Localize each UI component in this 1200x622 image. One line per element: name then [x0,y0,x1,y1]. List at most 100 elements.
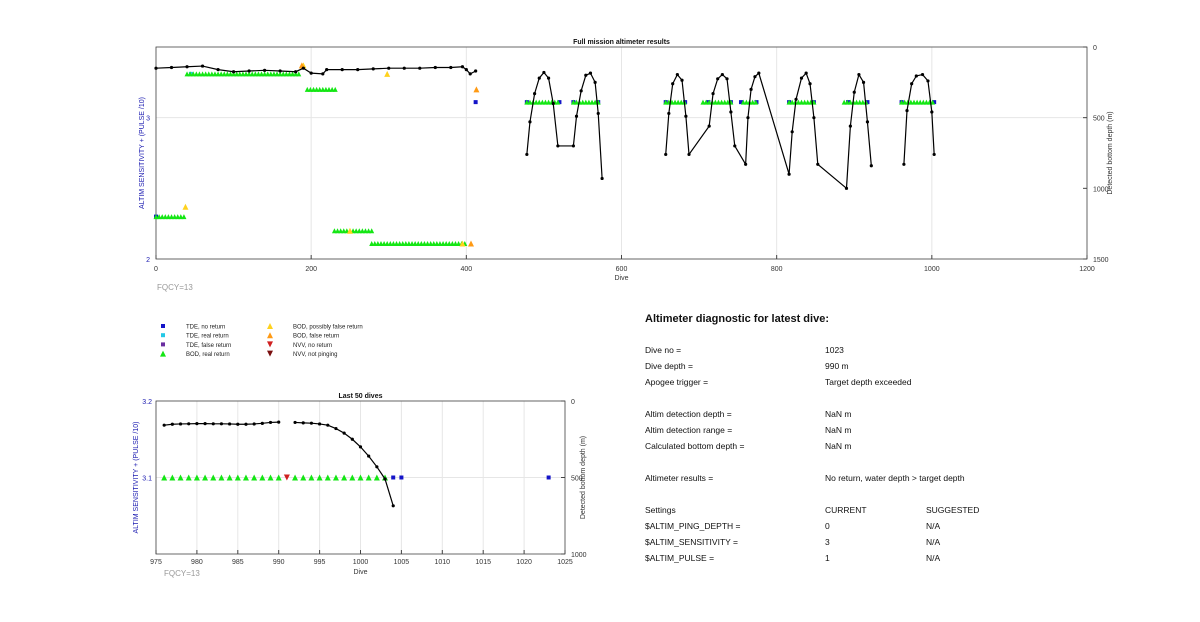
depth-point [546,76,551,80]
depth-point [680,78,684,82]
depth-point [852,90,856,94]
depth-point [865,120,870,124]
tde_no-marker [473,100,478,105]
bod-real-marker [185,474,192,481]
legend-label: BOD, real return [186,352,230,358]
x-tick-label: 985 [232,559,244,566]
depth-point [720,72,724,77]
depth-point [178,422,183,426]
diagnostic-cell: N/A [926,537,941,547]
diagnostic-cell: NaN m [825,425,852,435]
depth-point [684,114,688,118]
depth-point [588,71,593,75]
bod-real-marker [316,474,323,481]
legend-square-marker [161,324,165,328]
depth-point [375,465,379,469]
depth-point [231,70,236,74]
depth-point [464,68,468,72]
x-axis-label: Dive [353,569,367,576]
depth-point [154,66,158,70]
diagnostic-row [645,457,1065,473]
bod-real-marker [292,474,299,481]
depth-point [667,111,671,116]
tde-no-return-marker [399,475,404,480]
y-right-tick-label: 500 [1093,116,1105,123]
depth-point [474,69,478,73]
tde_no-marker [738,100,743,105]
legend-label: TDE, false return [186,343,231,349]
legend-label: BOD, false return [293,334,339,340]
x-tick-label: 990 [273,559,285,566]
depth-point [914,74,918,78]
y-left-axis-label: ALTIM SENSITIVITY + (PULSE /10) [139,97,146,209]
depth-point [556,144,560,148]
bod-real-marker [251,474,258,481]
diagnostic-cell: $ALTIM_PING_DEPTH = [645,521,741,531]
legend-label: NVV, not pinging [293,352,337,358]
depth-point [746,116,750,120]
nvv-no-return-marker [283,474,290,481]
tde_no-marker [932,100,937,105]
bod-real-marker [296,71,302,77]
legend-triangle-marker [267,332,273,339]
depth-profile-line [295,421,394,506]
y-right-axis-label: Detected bottom depth (m) [580,436,587,519]
depth-point [326,423,330,427]
depth-point [195,422,199,426]
depth-point [664,152,668,157]
depth-point [930,110,934,114]
diagnostic-row: Dive depth = 990 m [645,361,1065,377]
depth-point [340,68,344,72]
depth-point [162,423,166,427]
depth-point [799,76,804,80]
depth-point [537,76,541,80]
depth-point [371,67,375,71]
legend-label: TDE, real return [186,334,229,340]
depth-point [926,79,930,83]
legend-square-marker [161,342,165,347]
x-tick-label: 1005 [394,559,410,566]
depth-point [757,71,761,75]
settings-row: $ALTIM_PING_DEPTH = 0 N/A [645,521,1065,537]
depth-point [334,426,338,431]
diagnostic-cell: No return, water depth > target depth [825,473,965,483]
y-left-tick-label: 2 [146,257,150,264]
bod-real-marker [218,474,225,481]
depth-point [325,68,329,72]
x-tick-label: 1020 [516,559,532,566]
bod-real-marker [226,474,233,481]
x-tick-label: 980 [191,559,203,566]
diagnostic-cell: Settings [645,505,676,515]
depth-point [725,77,729,81]
depth-point [574,114,579,118]
depth-point [600,176,604,181]
diagnostic-cell: Dive no = [645,345,682,355]
settings-row: $ALTIM_PULSE = 1 N/A [645,553,1065,569]
bod_possibly_false-marker [459,240,466,247]
depth-point [816,162,820,166]
diagnostic-cell: NaN m [825,441,852,451]
tde-no-return-marker [391,475,396,480]
depth-point [350,437,354,441]
depth-point [790,130,794,134]
y-right-tick-label: 0 [571,399,575,406]
depth-point [787,172,791,176]
depth-point [301,66,306,70]
diagnostic-cell: N/A [926,521,941,531]
bod-real-marker [332,474,339,481]
bod-real-marker [308,474,315,481]
diagnostic-row: Altim detection depth = NaN m [645,409,1065,425]
depth-point [387,66,391,70]
bod-real-marker [242,474,249,481]
depth-point [675,72,679,77]
bod-real-marker [365,474,372,481]
depth-point [433,65,437,70]
depth-point [383,477,387,481]
legend-triangle-marker [267,323,273,329]
bod_false-marker [467,240,474,247]
depth-point [905,109,909,113]
x-tick-label: 975 [150,559,162,566]
depth-point [318,422,322,426]
depth-point [263,68,267,72]
